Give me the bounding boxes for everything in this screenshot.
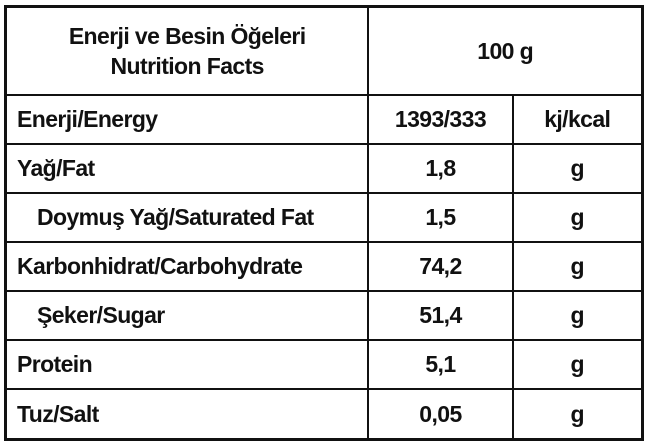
nutrient-unit: g <box>511 192 644 244</box>
header-amount: 100 g <box>367 5 644 96</box>
nutrient-unit: g <box>511 339 644 391</box>
nutrient-row: Doymuş Yağ/Saturated Fat 1,5 g <box>4 192 644 244</box>
nutrient-row: Enerji/Energy 1393/333 kj/kcal <box>4 93 644 146</box>
nutrient-value: 1,5 <box>367 192 514 244</box>
nutrition-table: Enerji ve Besin Öğeleri Nutrition Facts … <box>4 5 644 441</box>
nutrient-value: 5,1 <box>367 339 514 391</box>
nutrient-label: Tuz/Salt <box>4 388 370 441</box>
nutrient-label: Enerji/Energy <box>4 93 370 146</box>
nutrient-unit: g <box>511 388 644 441</box>
nutrient-value: 0,05 <box>367 388 514 441</box>
nutrient-row: Tuz/Salt 0,05 g <box>4 388 644 441</box>
nutrient-unit: g <box>511 241 644 293</box>
nutrient-label: Yağ/Fat <box>4 143 370 195</box>
nutrient-label: Şeker/Sugar <box>4 290 370 342</box>
nutrient-unit: kj/kcal <box>511 93 644 146</box>
nutrient-value: 1,8 <box>367 143 514 195</box>
nutrient-value: 51,4 <box>367 290 514 342</box>
title-line: Enerji ve Besin Öğeleri <box>68 23 306 49</box>
nutrient-label: Protein <box>4 339 370 391</box>
nutrient-value: 1393/333 <box>367 93 514 146</box>
nutrient-unit: g <box>511 290 644 342</box>
nutrient-label: Doymuş Yağ/Saturated Fat <box>4 192 370 244</box>
header-row: Enerji ve Besin Öğeleri Nutrition Facts … <box>4 5 644 96</box>
header-title: Enerji ve Besin Öğeleri Nutrition Facts <box>4 5 370 96</box>
nutrient-row: Yağ/Fat 1,8 g <box>4 143 644 195</box>
nutrient-label: Karbonhidrat/Carbohydrate <box>4 241 370 293</box>
nutrient-unit: g <box>511 143 644 195</box>
nutrient-value: 74,2 <box>367 241 514 293</box>
nutrient-row: Karbonhidrat/Carbohydrate 74,2 g <box>4 241 644 293</box>
title-line: Nutrition Facts <box>110 53 265 79</box>
nutrient-row: Protein 5,1 g <box>4 339 644 391</box>
table-body: Enerji ve Besin Öğeleri Nutrition Facts … <box>4 5 644 441</box>
nutrient-row: Şeker/Sugar 51,4 g <box>4 290 644 342</box>
